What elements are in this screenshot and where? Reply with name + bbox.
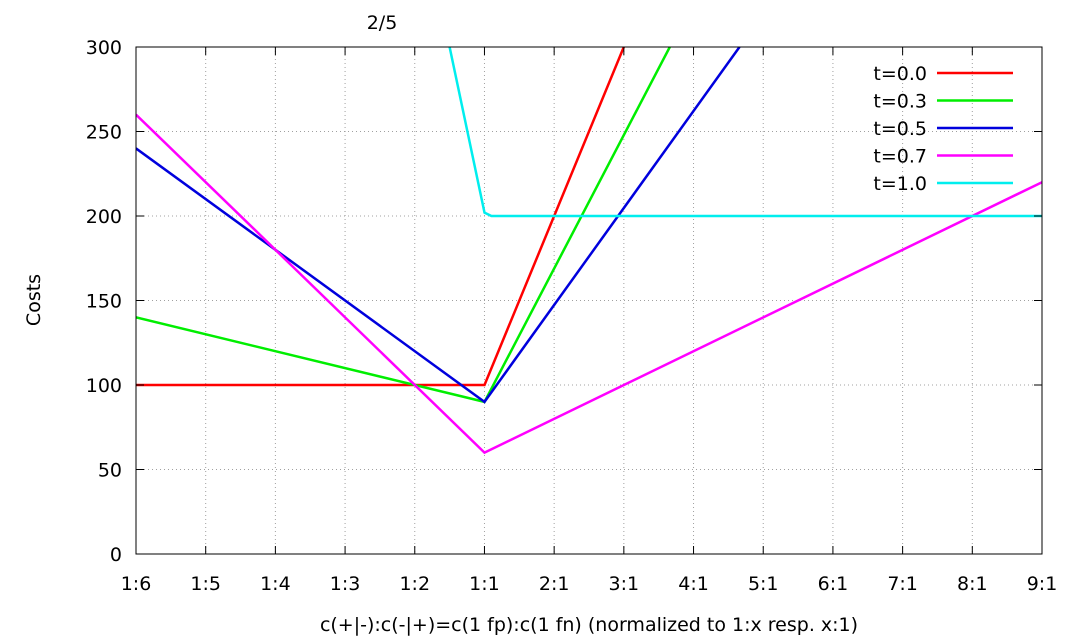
x-tick-label: 8:1: [957, 573, 988, 595]
y-axis-label: Costs: [23, 274, 45, 326]
series-line-t=0.5: [136, 47, 741, 404]
x-tick-label: 3:1: [609, 573, 640, 595]
x-tick-label: 1:2: [399, 573, 430, 595]
y-tick-label: 250: [86, 122, 122, 144]
x-tick-label: 4:1: [678, 573, 709, 595]
x-axis-label: c(+|-):c(-|+)=c(1 fp):c(1 fn) (normalize…: [320, 614, 858, 636]
legend-label: t=0.0: [873, 63, 927, 85]
x-tick-label: 1:6: [121, 573, 152, 595]
y-tick-label: 300: [86, 37, 122, 59]
series-layer: [136, 47, 1042, 455]
x-tick-label: 9:1: [1027, 573, 1058, 595]
legend: t=0.0 t=0.3 t=0.5 t=0.7 t=1.0: [873, 63, 1013, 195]
x-tick-label: 2:1: [539, 573, 570, 595]
y-tick-label: 100: [86, 375, 122, 397]
series-line-t=0.3: [136, 47, 671, 404]
x-tick-label: 1:4: [260, 573, 291, 595]
series-line-t=0.0: [136, 47, 625, 387]
x-tick-label: 7:1: [887, 573, 918, 595]
y-tick-label: 0: [110, 544, 122, 566]
chart-title: 2/5: [367, 12, 398, 34]
legend-label: t=1.0: [873, 173, 927, 195]
x-tick-label: 6:1: [818, 573, 849, 595]
y-tick-label: 50: [98, 460, 122, 482]
ticks: 1:6 1:5 1:4 1:3 1:2 1:1 2:1 3:1 4:1 5:1 6:1 7:1 8:1 9…: [86, 37, 1058, 595]
x-tick-label: 5:1: [748, 573, 779, 595]
x-tick-label: 1:3: [330, 573, 361, 595]
y-tick-label: 150: [86, 291, 122, 313]
series-line-t=1.0: [448, 47, 1042, 218]
legend-label: t=0.5: [873, 118, 927, 140]
x-tick-label: 1:1: [469, 573, 500, 595]
x-tick-label: 1:5: [190, 573, 221, 595]
series-line-t=0.7: [136, 113, 1042, 455]
legend-label: t=0.7: [873, 146, 927, 168]
legend-label: t=0.3: [873, 91, 927, 113]
y-tick-label: 200: [86, 206, 122, 228]
